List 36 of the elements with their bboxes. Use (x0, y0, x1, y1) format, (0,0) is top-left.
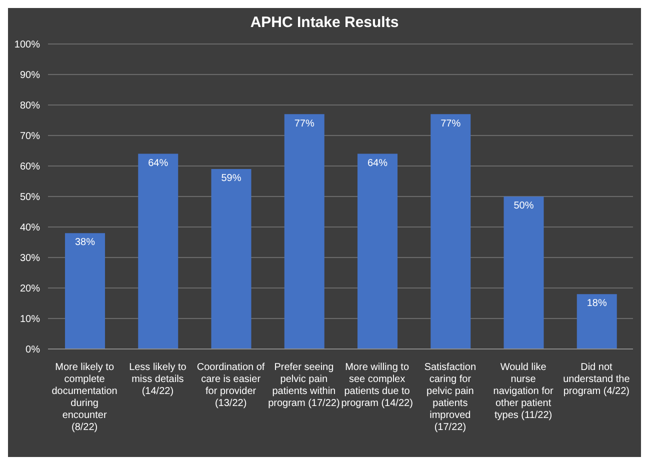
data-label: 50% (514, 200, 534, 212)
data-label: 59% (221, 173, 242, 184)
x-tick-label: Would like nurse navigation for other patient types (11/22) (493, 362, 554, 421)
x-tick-label: Satisfaction caring for pelvic pain patients improved (17/22) (424, 362, 476, 433)
x-tick-label: Less likely to miss details (14/22) (129, 362, 187, 397)
x-tick-label: More willing to see complex patients due to program (14/22) (341, 362, 413, 409)
y-tick-label: 50% (20, 192, 40, 204)
bar (358, 154, 398, 349)
chart-title: APHC Intake Results (249, 13, 400, 33)
data-label: 38% (74, 237, 96, 248)
y-tick-label: 20% (20, 284, 40, 295)
y-tick-label: 70% (20, 131, 40, 142)
data-label: 64% (367, 158, 388, 169)
x-tick-label: Coordination of care is easier for provider (13/22) (196, 362, 265, 409)
bar (284, 114, 324, 349)
data-label: 18% (586, 298, 607, 310)
x-tick-label: Did not understand the program (4/22) (563, 362, 630, 397)
y-tick-label: 0% (26, 344, 40, 356)
bar (430, 114, 471, 349)
x-tick-label: Prefer seeing pelvic pain patients within program (17/22) (268, 362, 340, 409)
data-label: 64% (148, 158, 168, 169)
y-tick-label: 60% (20, 162, 40, 173)
y-tick-label: 30% (20, 253, 40, 264)
data-label: 77% (440, 118, 461, 130)
bar (504, 196, 544, 349)
bar (65, 233, 105, 349)
bar (138, 154, 178, 349)
y-tick-label: 90% (20, 70, 40, 82)
data-label: 77% (294, 118, 314, 130)
y-tick-label: 80% (20, 100, 40, 112)
bar (211, 169, 252, 349)
x-tick-label: More likely to complete documentation during encounter (8/22) (52, 362, 118, 433)
y-tick-label: 40% (20, 222, 40, 234)
bar (576, 294, 617, 349)
y-tick-label: 100% (14, 40, 40, 51)
y-tick-label: 10% (20, 314, 40, 326)
